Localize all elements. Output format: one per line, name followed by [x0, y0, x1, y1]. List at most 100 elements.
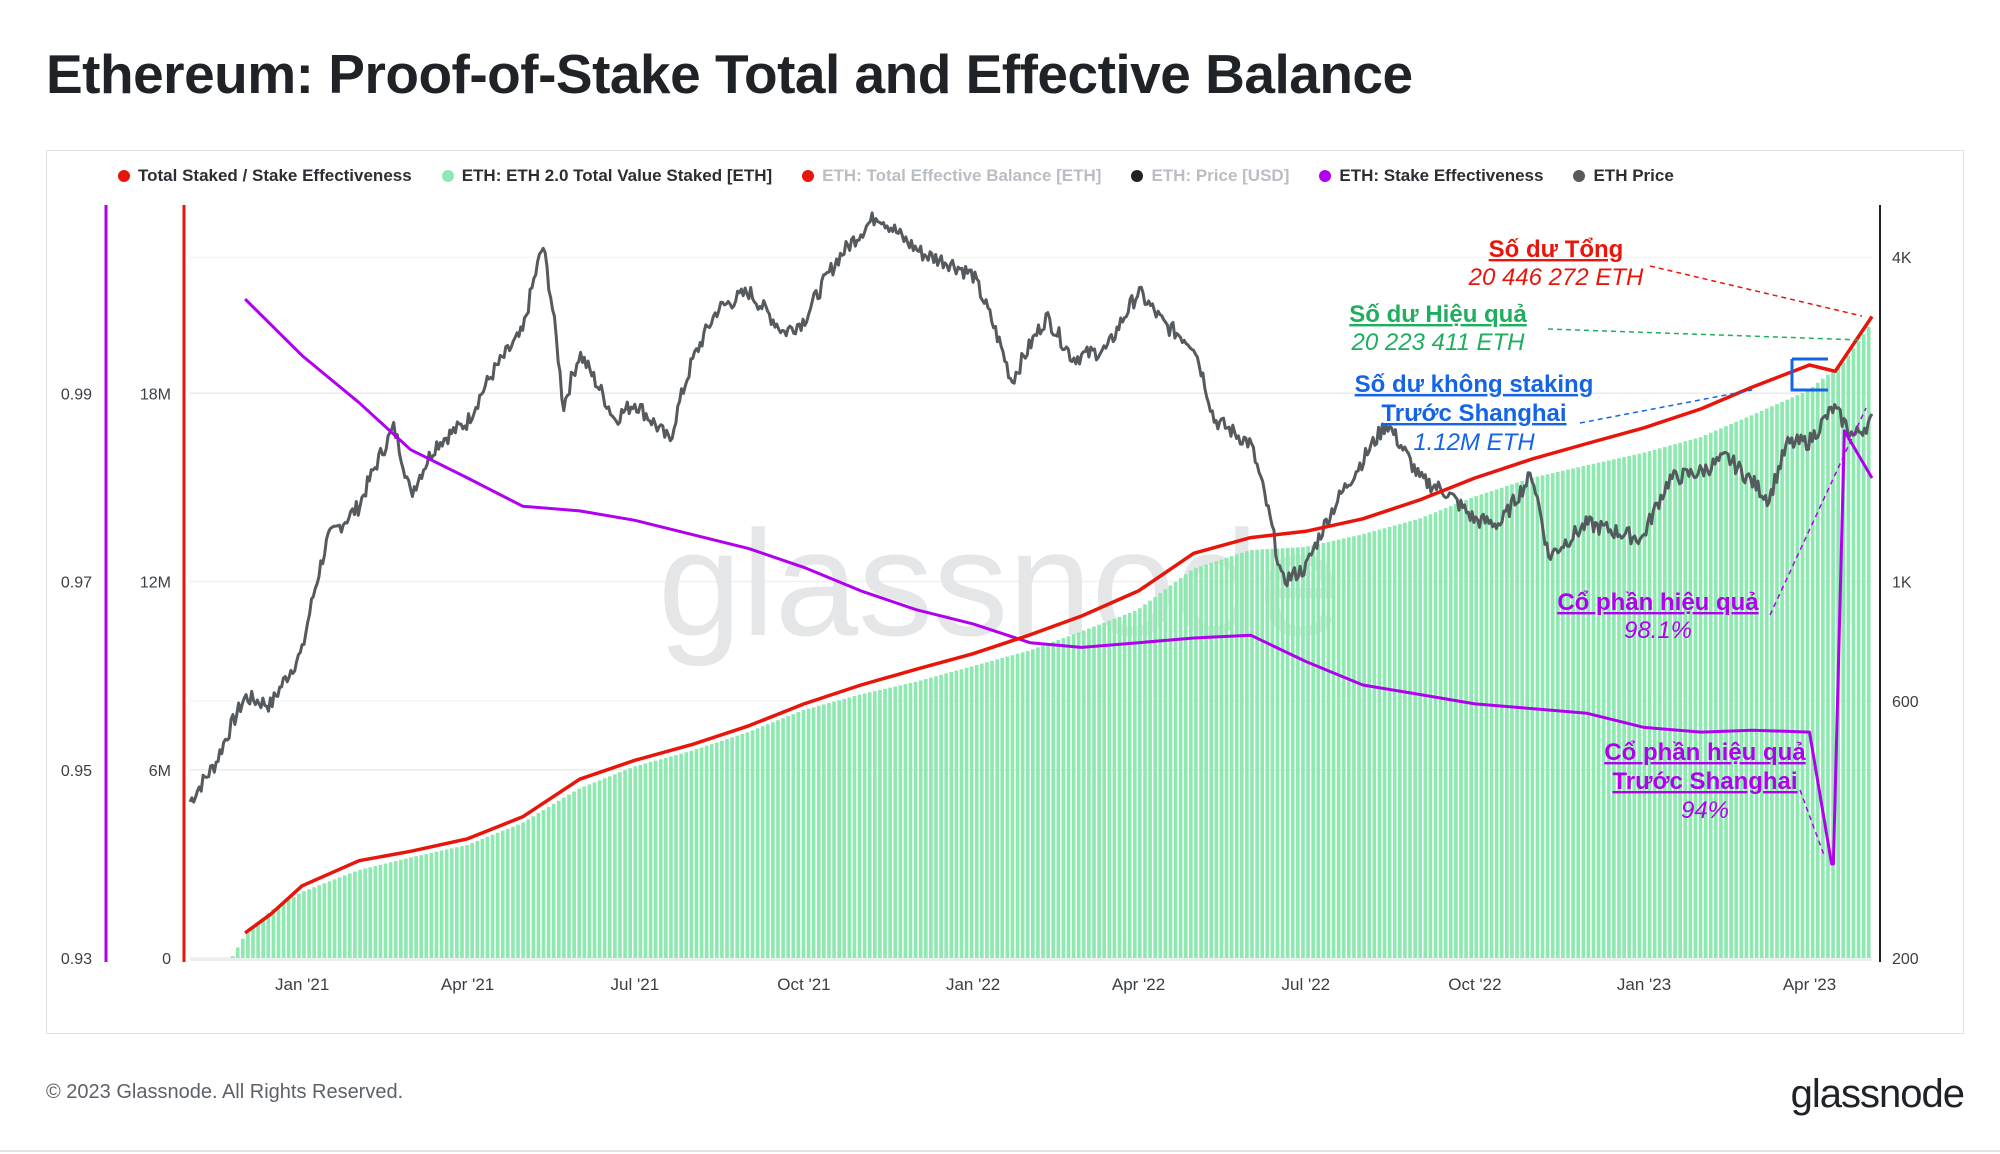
staked-bar [1540, 475, 1545, 958]
legend-item-total-value-staked[interactable]: ETH: ETH 2.0 Total Value Staked [ETH] [441, 166, 772, 186]
staked-bar [1586, 464, 1591, 958]
staked-bar [1713, 430, 1718, 958]
staked-bar [1856, 341, 1861, 959]
y-tick-price: 4K [1892, 250, 1912, 267]
staked-bar [674, 755, 678, 958]
staked-bar [1138, 608, 1142, 958]
staked-bar [1652, 449, 1657, 958]
staked-bar [985, 662, 989, 958]
annotation-unstaked-leader [1579, 389, 1753, 424]
staked-bar [1280, 548, 1285, 958]
legend-dot-stake-effectiveness [1319, 170, 1332, 182]
x-tick-label: Jul '22 [1282, 975, 1331, 994]
staked-bar [1550, 473, 1555, 958]
staked-bar [1708, 432, 1713, 958]
staked-bar [1606, 460, 1611, 958]
staked-bar [1688, 439, 1693, 958]
annotation-effective-value: 20 223 411 ETH [1350, 329, 1525, 356]
staked-bar [1810, 386, 1815, 959]
staked-bar [1683, 441, 1688, 959]
legend-item-price-usd[interactable]: ETH: Price [USD] [1131, 166, 1289, 186]
staked-bar [276, 905, 281, 958]
staked-bar [949, 672, 954, 958]
staked-bar [1505, 486, 1509, 958]
annotation-eff-pre-value: 94% [1681, 797, 1729, 824]
annotation-effective-leader [1547, 328, 1863, 341]
staked-bar [1566, 469, 1570, 958]
axes: 0.99 0.97 0.95 0.93 18M 12M 6M 0 4K 1K 600 200 Jan '… [61, 205, 1919, 994]
staked-bar [567, 794, 571, 958]
staked-bar [383, 863, 388, 958]
staked-bar [725, 739, 729, 958]
staked-bar [1622, 457, 1626, 958]
staked-bar [1744, 417, 1749, 958]
staked-bar [577, 788, 582, 958]
staked-bar [658, 759, 663, 958]
staked-bar [1087, 628, 1091, 958]
staked-bar [638, 764, 643, 958]
staked-bar [302, 891, 306, 958]
staked-bar [908, 683, 913, 958]
y-tick-price: 600 [1892, 694, 1919, 711]
staked-bar [1066, 636, 1071, 958]
staked-bar [312, 887, 316, 958]
chart-frame [46, 150, 1964, 1034]
staked-bar [1764, 408, 1769, 958]
y-tick-effectiveness: 0.93 [61, 951, 92, 968]
staked-bar [1479, 494, 1484, 958]
staked-bar [1423, 516, 1428, 958]
legend-item-effective-balance[interactable]: ETH: Total Effective Balance [ETH] [802, 166, 1101, 186]
staked-bar [1754, 413, 1759, 959]
staked-bar [893, 686, 898, 958]
staked-bar [541, 810, 546, 958]
staked-bar [684, 752, 689, 958]
y-tick-staked: 18M [140, 386, 171, 403]
staked-bar [1749, 415, 1754, 959]
bottom-divider [0, 1150, 2000, 1152]
legend-item-stake-effectiveness[interactable]: ETH: Stake Effectiveness [1319, 166, 1543, 186]
legend-item-total-staked[interactable]: Total Staked / Stake Effectiveness [118, 166, 412, 186]
unstaked-bracket-bottom [1790, 359, 1828, 392]
staked-bar [1153, 596, 1157, 958]
x-tick-label: Apr '22 [1112, 975, 1165, 994]
staked-bar [776, 720, 780, 958]
staked-bar [786, 716, 791, 958]
staked-bar [811, 707, 816, 958]
staked-bar [1469, 498, 1474, 958]
staked-bar [613, 774, 617, 958]
staked-bar [1663, 446, 1667, 958]
staked-bar [1163, 589, 1168, 958]
staked-bar [1805, 390, 1810, 958]
staked-bar [1729, 424, 1733, 958]
staked-bar [470, 842, 474, 958]
copyright-footer: © 2023 Glassnode. All Rights Reserved. [46, 1081, 404, 1103]
staked-bar [796, 712, 801, 958]
staked-bar [1117, 616, 1122, 958]
staked-bar [1357, 535, 1361, 958]
y-tick-effectiveness: 0.97 [61, 575, 92, 592]
staked-bar [230, 956, 235, 958]
staked-bar [281, 902, 286, 958]
staked-bar [348, 873, 352, 958]
staked-bar [597, 780, 602, 958]
staked-bar [1025, 650, 1030, 958]
legend-item-eth-price[interactable]: ETH Price [1573, 166, 1674, 186]
staked-bar [1301, 547, 1305, 958]
staked-bar [1795, 395, 1800, 958]
staked-bar [1591, 463, 1596, 958]
staked-bar [1199, 566, 1203, 958]
staked-bar [500, 830, 505, 958]
staked-bar [1245, 551, 1249, 958]
staked-bar [475, 840, 480, 958]
staked-bar [969, 666, 974, 958]
y-tick-staked: 6M [149, 763, 171, 780]
annotation-eff-pre-leader [1799, 789, 1825, 856]
staked-bar [1051, 641, 1056, 958]
staked-bar [1484, 492, 1489, 958]
staked-bar [1443, 508, 1448, 958]
annotation-eff-share-title: Cổ phần hiệu quả [1557, 589, 1759, 616]
staked-bar [1015, 653, 1020, 958]
staked-bar [322, 883, 327, 958]
staked-bar [1474, 496, 1479, 958]
staked-bar [424, 853, 429, 958]
